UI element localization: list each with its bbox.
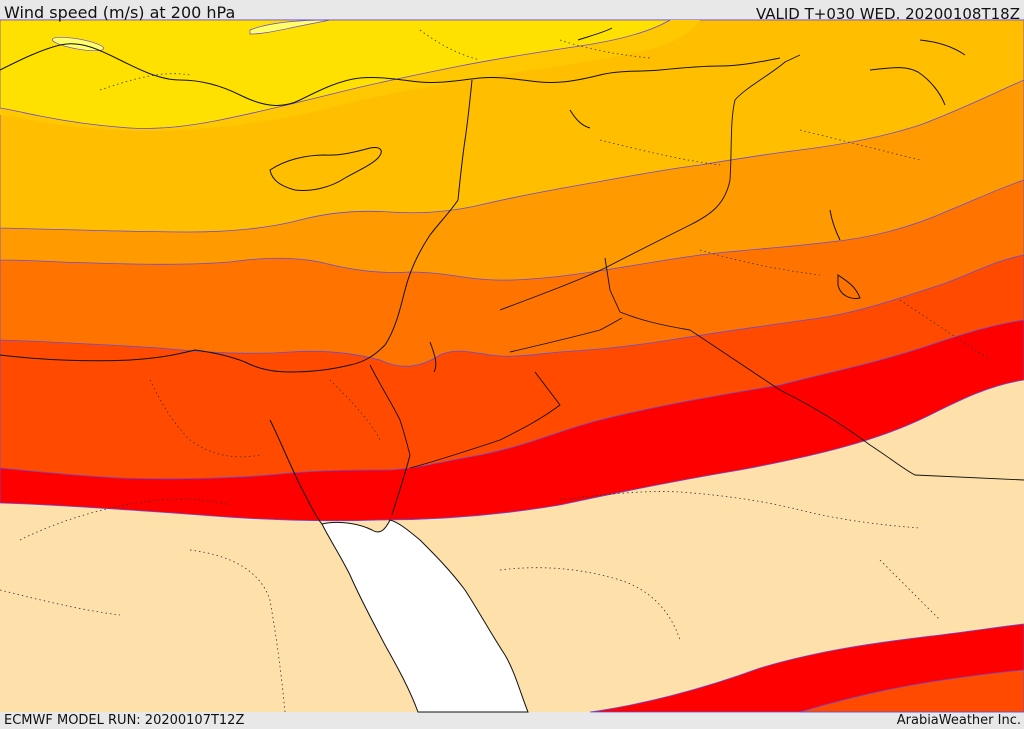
credit-label: ArabiaWeather Inc. [896, 713, 1021, 728]
coastlines [0, 27, 966, 525]
borders [369, 54, 1024, 481]
wind-band-yellow [0, 19, 672, 129]
map-title: Wind speed (m/s) at 200 hPa [4, 3, 236, 22]
model-run-label: ECMWF MODEL RUN: 20200107T12Z [4, 713, 245, 728]
valid-time: VALID T+030 WED. 20200108T18Z [755, 5, 1020, 23]
jet-core-2 [249, 19, 331, 35]
red-sea [321, 519, 529, 713]
admin-borders [0, 29, 991, 713]
wind-band-red-orange-southeast [799, 669, 1024, 713]
